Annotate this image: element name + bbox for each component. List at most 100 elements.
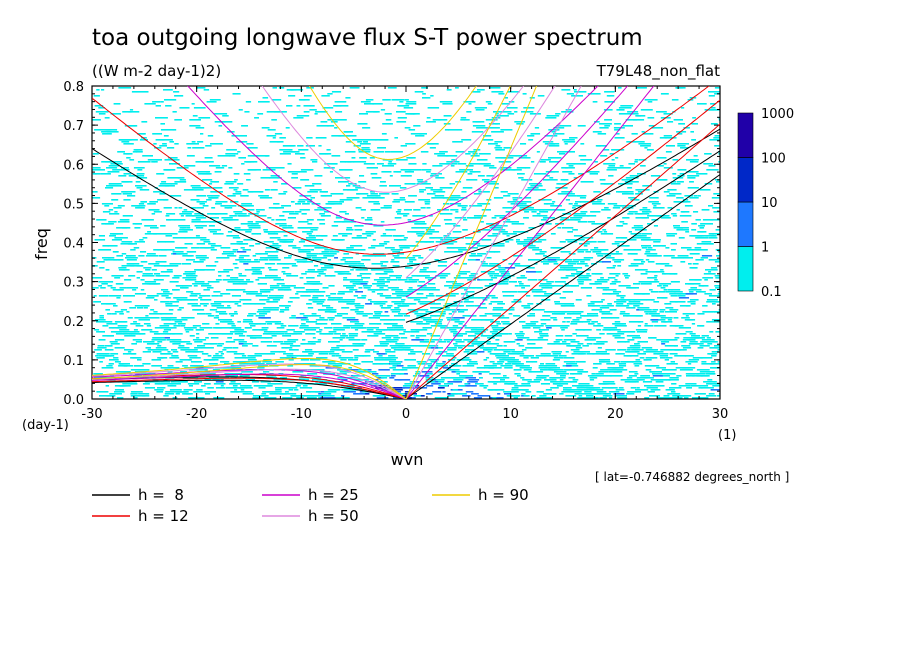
heatmap-cell bbox=[582, 275, 592, 277]
heatmap-cell bbox=[656, 367, 666, 369]
heatmap-cell bbox=[615, 237, 627, 239]
heatmap-cell bbox=[540, 335, 545, 337]
heatmap-cell bbox=[628, 163, 635, 165]
heatmap-cell bbox=[211, 305, 224, 307]
heatmap-cell bbox=[361, 217, 365, 219]
heatmap-cell bbox=[376, 281, 390, 283]
heatmap-cell bbox=[558, 343, 571, 345]
heatmap-cell bbox=[470, 155, 474, 157]
heatmap-cell bbox=[587, 303, 595, 305]
heatmap-cell bbox=[299, 387, 312, 389]
heatmap-cell bbox=[243, 173, 251, 175]
heatmap-cell bbox=[361, 295, 367, 297]
heatmap-cell bbox=[529, 113, 541, 115]
heatmap-cell bbox=[229, 383, 241, 385]
heatmap-cell bbox=[296, 291, 308, 293]
heatmap-cell bbox=[147, 343, 155, 345]
heatmap-cell bbox=[105, 309, 110, 311]
heatmap-cell bbox=[153, 273, 161, 275]
heatmap-cell bbox=[618, 225, 622, 227]
heatmap-cell bbox=[663, 163, 667, 165]
heatmap-cell bbox=[612, 335, 621, 337]
heatmap-cell bbox=[337, 293, 345, 295]
heatmap-cell bbox=[577, 221, 587, 223]
heatmap-cell bbox=[312, 297, 319, 299]
heatmap-cell bbox=[627, 253, 638, 255]
heatmap-cell bbox=[170, 305, 179, 307]
heatmap-cell bbox=[130, 331, 140, 333]
heatmap-cell bbox=[114, 339, 125, 341]
heatmap-cell bbox=[321, 95, 330, 97]
heatmap-cell bbox=[146, 325, 152, 327]
heatmap-cell bbox=[102, 257, 115, 259]
heatmap-cell bbox=[432, 165, 443, 167]
heatmap-cell bbox=[400, 337, 408, 339]
heatmap-cell bbox=[372, 373, 379, 375]
heatmap-cell bbox=[593, 325, 604, 327]
heatmap-cell bbox=[174, 321, 183, 323]
heatmap-cell bbox=[198, 117, 211, 119]
heatmap-cell bbox=[446, 317, 454, 319]
heatmap-cell bbox=[453, 225, 461, 227]
heatmap-cell bbox=[255, 209, 265, 211]
heatmap-cell bbox=[448, 295, 456, 297]
heatmap-cell bbox=[412, 375, 418, 377]
heatmap-cell bbox=[227, 207, 233, 209]
heatmap-cell bbox=[365, 111, 378, 113]
heatmap-cell bbox=[594, 337, 602, 339]
heatmap-cell bbox=[660, 379, 667, 381]
heatmap-cell bbox=[453, 305, 462, 307]
heatmap-cell bbox=[271, 111, 280, 113]
heatmap-cell bbox=[404, 281, 418, 283]
heatmap-cell bbox=[324, 249, 334, 251]
heatmap-cell bbox=[148, 347, 151, 349]
heatmap-cell bbox=[438, 385, 448, 387]
heatmap-cell bbox=[536, 151, 540, 153]
heatmap-cell bbox=[128, 383, 138, 385]
heatmap-cell bbox=[427, 359, 439, 361]
heatmap-cell bbox=[237, 243, 245, 245]
heatmap-cell bbox=[186, 227, 191, 229]
heatmap-cell bbox=[300, 99, 310, 101]
heatmap-cell bbox=[671, 249, 676, 251]
heatmap-cell bbox=[469, 205, 483, 207]
heatmap-cell bbox=[580, 237, 594, 239]
heatmap-cell bbox=[133, 397, 138, 399]
heatmap-cell bbox=[444, 223, 456, 225]
heatmap-cell bbox=[404, 257, 416, 259]
heatmap-cell bbox=[499, 271, 509, 273]
heatmap-cell bbox=[681, 107, 685, 109]
heatmap-cell bbox=[190, 185, 201, 187]
heatmap-cell bbox=[153, 161, 158, 163]
heatmap-cell bbox=[507, 201, 520, 203]
heatmap-cell bbox=[564, 267, 575, 269]
heatmap-cell bbox=[472, 287, 483, 289]
heatmap-cell bbox=[560, 265, 574, 267]
heatmap-cell bbox=[502, 291, 511, 293]
heatmap-cell bbox=[245, 161, 252, 163]
heatmap-cell bbox=[427, 289, 440, 291]
heatmap-cell bbox=[566, 313, 571, 315]
heatmap-cell bbox=[160, 129, 174, 131]
heatmap-cell bbox=[574, 393, 580, 395]
heatmap-cell bbox=[635, 335, 640, 337]
heatmap-cell bbox=[592, 251, 602, 253]
heatmap-cell bbox=[306, 233, 312, 235]
heatmap-cell bbox=[713, 381, 717, 383]
heatmap-cell bbox=[423, 267, 429, 269]
heatmap-cell bbox=[572, 373, 583, 375]
heatmap-cell bbox=[463, 219, 468, 221]
heatmap-cell bbox=[123, 153, 133, 155]
heatmap-cell bbox=[241, 163, 245, 165]
heatmap-cell bbox=[183, 209, 188, 211]
heatmap-cell bbox=[142, 133, 146, 135]
heatmap-cell bbox=[153, 211, 162, 213]
heatmap-cell bbox=[516, 343, 520, 345]
heatmap-cell bbox=[94, 239, 106, 241]
heatmap-cell bbox=[343, 279, 355, 281]
heatmap-cell bbox=[327, 299, 333, 301]
heatmap-cell bbox=[329, 171, 333, 173]
heatmap-cell bbox=[298, 221, 309, 223]
heatmap-cell bbox=[656, 179, 668, 181]
heatmap-cell bbox=[327, 363, 336, 365]
